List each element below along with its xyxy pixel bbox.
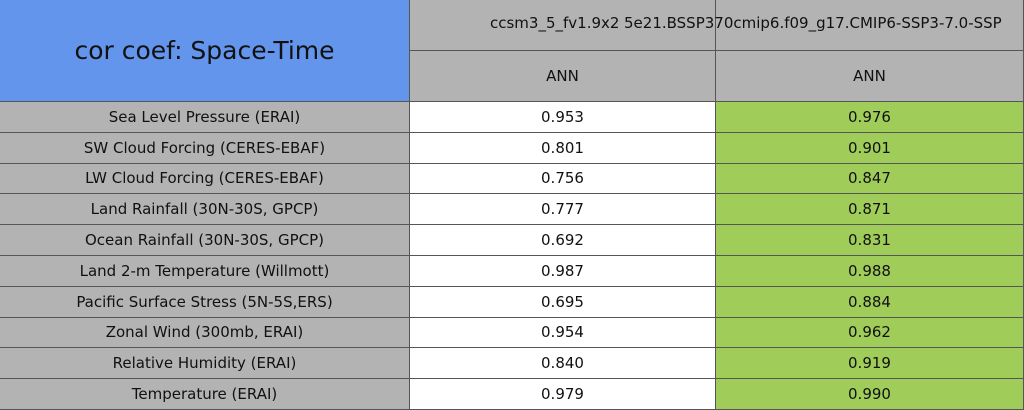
value-cell: 0.847 [716, 163, 1024, 195]
header-cell [716, 0, 1024, 51]
value-cell: 0.976 [716, 102, 1024, 133]
value-cell: 0.988 [716, 256, 1024, 287]
value-cell: 0.840 [410, 348, 716, 380]
row-label: SW Cloud Forcing (CERES-EBAF) [0, 132, 410, 164]
value-cell: 0.756 [410, 163, 716, 195]
row-label: Ocean Rainfall (30N-30S, GPCP) [0, 225, 410, 256]
row-label: Land 2-m Temperature (Willmott) [0, 256, 410, 287]
row-label: Pacific Surface Stress (5N-5S,ERS) [0, 286, 410, 318]
value-cell: 0.919 [716, 348, 1024, 380]
row-label: LW Cloud Forcing (CERES-EBAF) [0, 163, 410, 195]
column-header: 5e21.BSSP370cmip6.f09_g17.CMIP6-SSP3-7.0… [624, 14, 1002, 32]
value-cell: 0.979 [410, 379, 716, 410]
value-cell: 0.990 [716, 379, 1024, 410]
value-cell: 0.831 [716, 225, 1024, 256]
value-cell: 0.871 [716, 194, 1024, 226]
value-cell: 0.954 [410, 317, 716, 349]
value-cell: 0.901 [716, 132, 1024, 164]
value-cell: 0.962 [716, 317, 1024, 349]
header-cell [410, 0, 716, 51]
row-label: Relative Humidity (ERAI) [0, 348, 410, 380]
row-label: Temperature (ERAI) [0, 379, 410, 410]
value-cell: 0.884 [716, 286, 1024, 318]
value-cell: 0.953 [410, 102, 716, 133]
value-cell: 0.801 [410, 132, 716, 164]
row-label: Zonal Wind (300mb, ERAI) [0, 317, 410, 349]
value-cell: 0.987 [410, 256, 716, 287]
value-cell: 0.692 [410, 225, 716, 256]
table-title: cor coef: Space-Time [0, 0, 410, 102]
column-header: ccsm3_5_fv1.9x2 [490, 14, 620, 32]
value-cell: 0.695 [410, 286, 716, 318]
value-cell: 0.777 [410, 194, 716, 226]
period-header: ANN [716, 51, 1024, 102]
period-header: ANN [410, 51, 716, 102]
row-label: Land Rainfall (30N-30S, GPCP) [0, 194, 410, 226]
row-label: Sea Level Pressure (ERAI) [0, 102, 410, 133]
